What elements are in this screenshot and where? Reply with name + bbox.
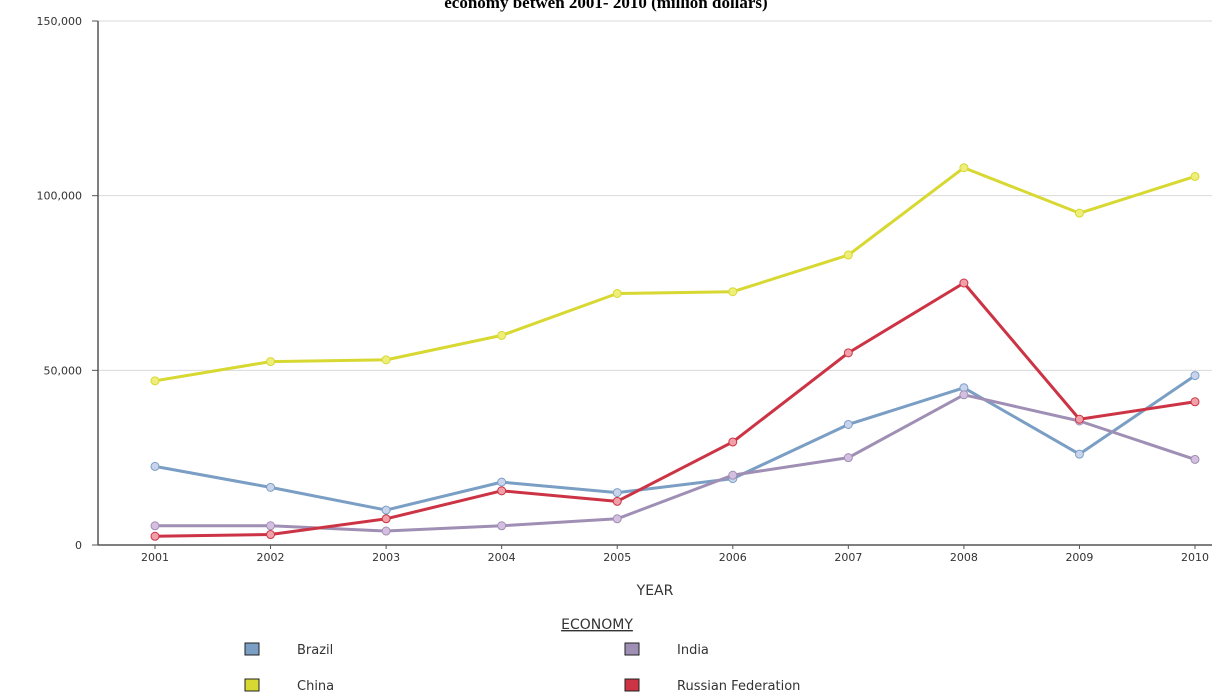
legend-swatch — [244, 678, 260, 692]
legend-swatch — [624, 678, 640, 692]
legend-label: India — [677, 643, 709, 658]
x-tick-label: 2001 — [141, 551, 169, 564]
legend: Brazil China India Russian Federation — [244, 642, 800, 693]
data-point — [497, 486, 507, 496]
legend-label: Brazil — [297, 643, 333, 658]
y-tick-label: 50,000 — [44, 364, 83, 377]
axes — [97, 21, 1212, 546]
data-point — [1190, 397, 1200, 407]
data-point — [1074, 208, 1084, 218]
data-point — [150, 531, 160, 541]
series-lines — [150, 163, 1200, 541]
x-tick-label: 2003 — [372, 551, 400, 564]
legend-title: ECONOMY — [561, 617, 633, 633]
x-tick-label: 2008 — [950, 551, 978, 564]
data-point — [381, 514, 391, 524]
series-brazil — [150, 371, 1200, 515]
legend-item: India — [624, 642, 709, 658]
data-point — [612, 514, 622, 524]
data-point — [843, 453, 853, 463]
data-point — [266, 530, 276, 540]
legend-item: China — [244, 678, 334, 693]
data-point — [381, 526, 391, 536]
data-point — [150, 376, 160, 386]
x-tick-label: 2010 — [1181, 551, 1209, 564]
legend-item: Brazil — [244, 642, 333, 658]
data-point — [728, 470, 738, 480]
data-point — [1074, 449, 1084, 459]
data-point — [959, 390, 969, 400]
data-point — [843, 250, 853, 260]
legend-item: Russian Federation — [624, 678, 800, 693]
x-tick-label: 2009 — [1065, 551, 1093, 564]
y-axis-ticks: 0 50,000 100,000 150,000 — [37, 15, 98, 552]
legend-label: China — [297, 679, 334, 693]
legend-swatch — [624, 642, 640, 656]
legend-swatch — [244, 642, 260, 656]
series-line — [154, 281, 1196, 538]
data-point — [959, 278, 969, 288]
series-line — [155, 393, 1196, 533]
data-point — [266, 357, 276, 367]
x-axis-ticks: 2001 2002 2003 2004 2005 2006 2007 2008 2009 2010 — [141, 545, 1209, 564]
data-point — [497, 521, 507, 531]
series-russian-federation — [150, 278, 1200, 541]
data-point — [266, 521, 276, 531]
x-tick-label: 2004 — [488, 551, 516, 564]
series-china — [150, 163, 1200, 386]
data-point — [150, 521, 160, 531]
data-point — [1190, 454, 1200, 464]
data-point — [497, 330, 507, 340]
data-point — [1190, 171, 1200, 181]
x-tick-label: 2006 — [719, 551, 747, 564]
data-point — [843, 419, 853, 429]
data-point — [497, 477, 507, 487]
data-point — [728, 437, 738, 447]
data-point — [959, 163, 969, 173]
y-tick-label: 100,000 — [37, 190, 83, 203]
y-tick-label: 0 — [75, 539, 82, 552]
data-point — [1074, 414, 1084, 424]
data-point — [612, 488, 622, 498]
x-axis-title: YEAR — [636, 583, 674, 599]
gridlines — [98, 20, 1212, 371]
data-point — [1190, 371, 1200, 381]
series-india — [150, 390, 1200, 536]
chart-title: economy betwen 2001- 2010 (million dolla… — [444, 0, 767, 12]
data-point — [612, 288, 622, 298]
y-tick-label: 150,000 — [37, 15, 83, 28]
series-line — [154, 374, 1196, 512]
data-point — [266, 482, 276, 492]
data-point — [843, 348, 853, 358]
data-point — [612, 496, 622, 506]
data-point — [381, 355, 391, 365]
data-point — [728, 287, 738, 297]
series-line — [154, 166, 1196, 383]
x-tick-label: 2005 — [603, 551, 631, 564]
x-tick-label: 2002 — [257, 551, 285, 564]
x-tick-label: 2007 — [834, 551, 862, 564]
data-point — [381, 505, 391, 515]
legend-label: Russian Federation — [677, 679, 800, 693]
data-point — [150, 461, 160, 471]
